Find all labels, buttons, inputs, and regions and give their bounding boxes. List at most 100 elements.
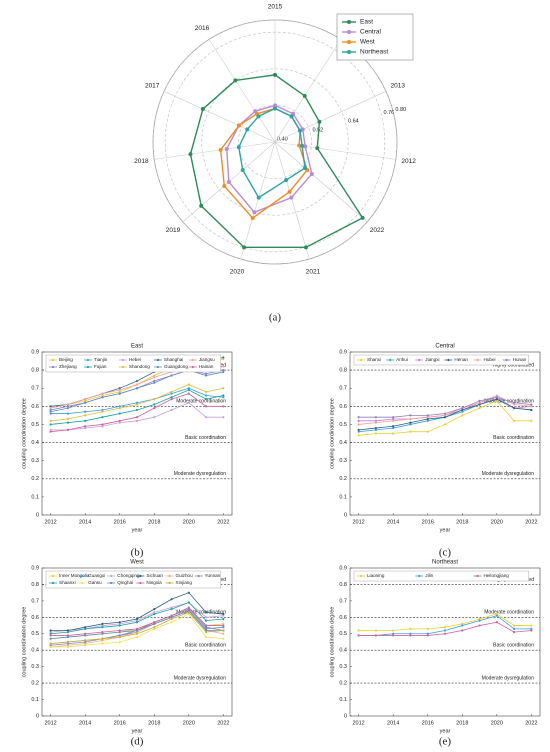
series-marker: [101, 622, 104, 626]
legend-marker: [191, 365, 194, 369]
radar-spoke: [274, 141, 368, 223]
x-tick-label: 2016: [114, 519, 126, 525]
series-marker: [461, 414, 464, 417]
y-tick-label: 0: [36, 512, 39, 518]
legend-label: Guizhou: [176, 573, 194, 578]
series-marker: [101, 423, 104, 426]
series-marker: [204, 390, 208, 393]
series-marker: [426, 632, 429, 635]
y-tick-label: 0.1: [31, 697, 39, 703]
series-marker: [357, 430, 360, 433]
y-tick-label: 0.9: [339, 565, 347, 571]
series-marker: [49, 632, 52, 635]
radar-marker: [199, 203, 204, 208]
series-marker: [222, 396, 225, 399]
series-marker: [222, 387, 225, 390]
legend-label: Shanxi: [367, 357, 381, 362]
y-tick-label: 0.2: [31, 476, 39, 482]
series-marker: [512, 627, 516, 630]
series-marker: [101, 394, 104, 397]
x-tick-label: 2018: [148, 519, 160, 525]
legend-marker: [51, 365, 55, 369]
legend-marker: [447, 358, 450, 362]
series-marker: [392, 417, 395, 421]
legend-marker: [347, 50, 351, 54]
series-marker: [443, 629, 447, 632]
series-marker: [135, 631, 139, 634]
series-marker: [530, 403, 533, 406]
y-tick-label: 0.7: [31, 598, 39, 604]
series-marker: [222, 369, 225, 372]
caption: (c): [439, 547, 452, 559]
series-marker: [222, 629, 225, 632]
series-marker: [135, 632, 139, 635]
reference-label: Moderate dysregulation: [482, 675, 534, 681]
series-marker: [222, 358, 225, 361]
series-marker: [66, 417, 70, 421]
series-marker: [409, 634, 412, 637]
series-marker: [84, 414, 87, 417]
legend-marker: [81, 581, 84, 585]
plot-area: [349, 567, 541, 717]
series-marker: [84, 399, 87, 402]
radar-axis-label: 2021: [306, 268, 321, 275]
radar-axis-label: 2012: [401, 158, 416, 165]
radar-line: [225, 104, 313, 214]
x-tick-label: 2012: [45, 519, 57, 525]
legend-label: Chongqing: [117, 573, 140, 578]
legend-label: Heilongjiang: [484, 573, 510, 578]
series-marker: [357, 629, 360, 632]
radar-marker: [297, 143, 302, 148]
legend-label: Jiangxi: [425, 357, 439, 362]
radar-ring: [201, 68, 349, 216]
x-tick-label: 2022: [525, 519, 537, 525]
radar-marker: [284, 178, 289, 183]
series-marker: [222, 365, 225, 368]
series-marker: [118, 412, 121, 415]
series-marker: [426, 416, 429, 419]
legend-marker: [81, 574, 84, 578]
series-marker: [461, 407, 464, 410]
series-marker: [135, 629, 139, 632]
radar-tick-label: 0.80: [395, 107, 406, 113]
y-tick-label: 0.2: [339, 476, 347, 482]
x-tick-label: 2020: [183, 720, 195, 726]
x-tick-label: 2020: [491, 519, 503, 525]
series-marker: [409, 632, 412, 635]
series-marker: [101, 408, 104, 412]
radar-marker: [240, 167, 245, 172]
series-marker: [101, 392, 104, 395]
radar-axis-label: 2019: [166, 227, 181, 234]
legend-marker: [476, 574, 479, 578]
x-tick-label: 2022: [217, 519, 229, 525]
series-marker: [118, 635, 121, 639]
plot-area: [41, 351, 233, 516]
series-marker: [478, 624, 481, 627]
series-marker: [204, 397, 208, 401]
reference-label: Basic coordination: [493, 435, 534, 441]
series-marker: [409, 627, 412, 630]
chart-title: West: [130, 560, 144, 566]
radar-marker: [302, 165, 307, 170]
series-marker: [66, 634, 70, 637]
series-marker: [495, 399, 498, 402]
series-marker: [118, 405, 121, 408]
series-marker: [49, 405, 52, 408]
series-marker: [461, 629, 464, 632]
series-marker: [153, 627, 156, 630]
y-tick-label: 0.7: [31, 386, 39, 392]
series-marker: [374, 432, 378, 435]
legend-label: Tianjin: [94, 357, 108, 362]
series-marker: [461, 408, 464, 412]
series-marker: [170, 396, 173, 399]
y-tick-label: 0.8: [339, 368, 347, 374]
series-marker: [84, 410, 87, 413]
legend-label: East: [360, 19, 373, 26]
radar-marker: [250, 216, 255, 221]
reference-label: Moderate coordination: [484, 610, 534, 616]
series-marker: [495, 621, 498, 624]
series-marker: [153, 608, 156, 611]
series-marker: [222, 356, 225, 359]
legend-label: Shaanxi: [59, 580, 76, 585]
